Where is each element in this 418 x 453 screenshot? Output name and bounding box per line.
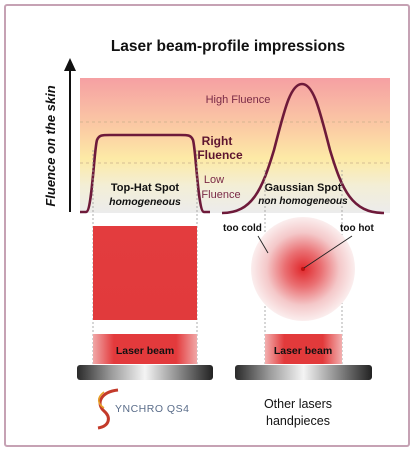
gaussian-label: Gaussian Spot bbox=[264, 182, 341, 194]
synchro-logo: YNCHRO QS4 bbox=[97, 388, 189, 430]
zone-label-right-2: Fluence bbox=[197, 148, 243, 162]
too-cold-label: too cold bbox=[223, 223, 262, 234]
zone-label-low-2: Fluence bbox=[201, 189, 240, 201]
y-axis-arrow-icon bbox=[64, 58, 76, 71]
synchro-logo-text: YNCHRO QS4 bbox=[115, 403, 189, 415]
tophat-handpiece-head bbox=[77, 365, 213, 380]
y-axis-label: Fluence on the skin bbox=[43, 85, 58, 206]
zone-label-low-1: Low bbox=[204, 174, 224, 186]
too-cold-pointer bbox=[257, 235, 269, 254]
gaussian-laser-beam bbox=[265, 334, 342, 364]
too-hot-pointer bbox=[303, 235, 353, 269]
zone-label-high: High Fluence bbox=[206, 94, 271, 106]
tophat-laser-beam-label: Laser beam bbox=[116, 345, 174, 357]
zone-label-right-1: Right bbox=[202, 134, 233, 148]
gaussian-sublabel: non homogeneous bbox=[258, 196, 348, 207]
tophat-profile-curve bbox=[80, 133, 210, 214]
tophat-label: Top-Hat Spot bbox=[111, 182, 180, 194]
other-lasers-line1: Other lasers bbox=[264, 397, 332, 411]
too-hot-label: too hot bbox=[340, 223, 375, 234]
gaussian-laser-beam-label: Laser beam bbox=[274, 345, 332, 357]
gaussian-handpiece-head bbox=[235, 365, 372, 380]
tophat-spot bbox=[93, 226, 197, 320]
figure-title: Laser beam-profile impressions bbox=[111, 38, 345, 55]
tophat-laser-beam bbox=[93, 334, 197, 364]
fluence-band-background bbox=[80, 78, 390, 213]
tophat-sublabel: homogeneous bbox=[109, 196, 181, 208]
other-lasers-line2: handpieces bbox=[266, 414, 330, 428]
